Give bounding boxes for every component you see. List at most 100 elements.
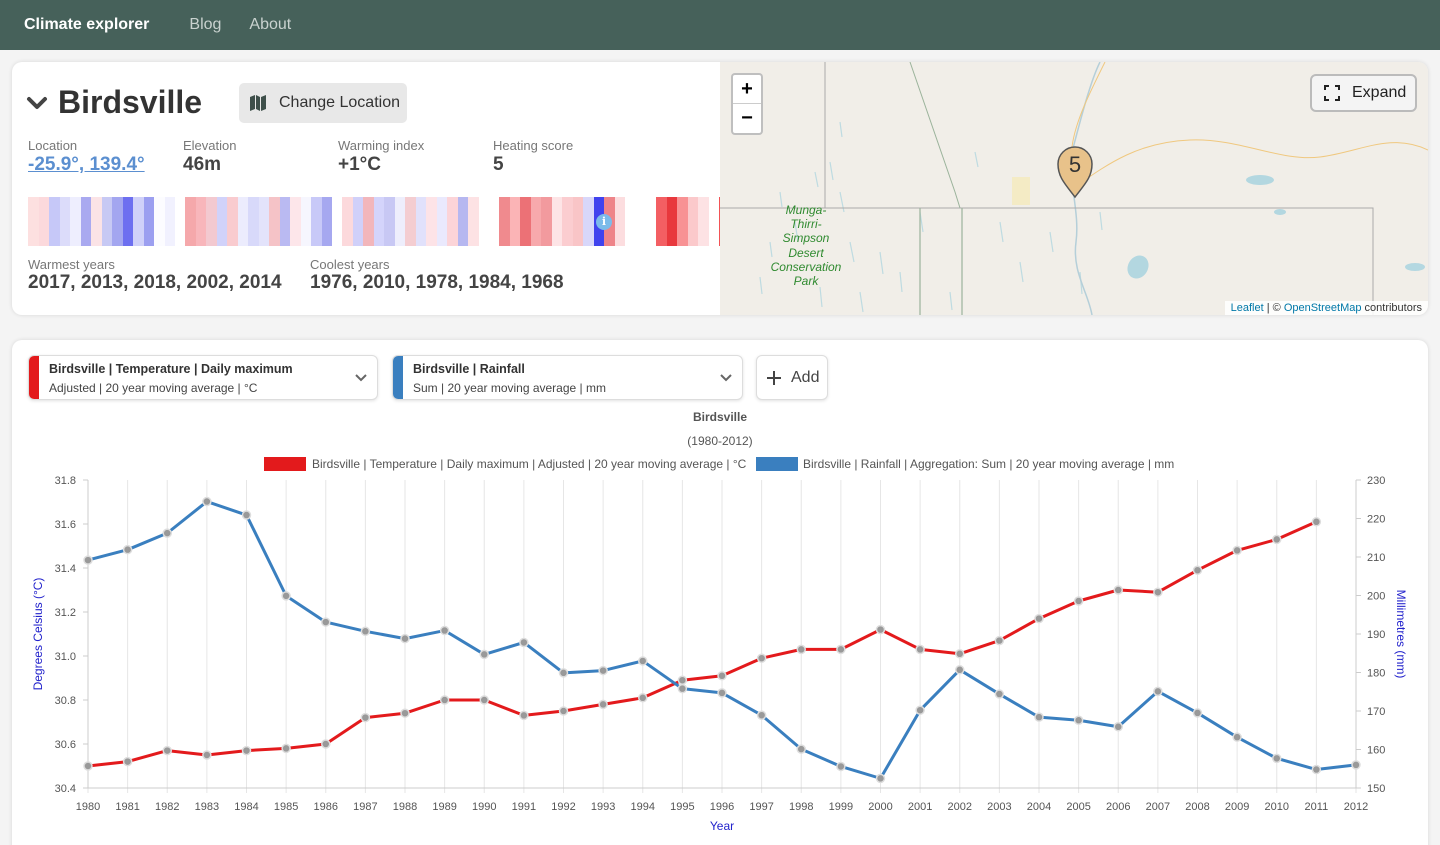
- stat-label: Location: [28, 138, 78, 153]
- data-point: [1073, 715, 1084, 725]
- warming-stripe: [520, 197, 531, 246]
- warming-stripe: [248, 197, 259, 246]
- brand-link[interactable]: Climate explorer: [24, 16, 150, 33]
- nav-link-blog[interactable]: Blog: [189, 16, 222, 33]
- y-tick-label-left: 30.8: [55, 695, 76, 707]
- x-tick-label: 1997: [749, 801, 773, 813]
- series-line: [87, 520, 1317, 768]
- change-location-button[interactable]: Change Location: [239, 83, 407, 123]
- expand-map-button[interactable]: Expand: [1310, 74, 1417, 112]
- warming-stripe: [185, 197, 196, 246]
- map-marker-label: 5: [1069, 152, 1081, 177]
- change-location-label: Change Location: [279, 94, 400, 111]
- data-point: [439, 695, 450, 705]
- nav-link-about[interactable]: About: [249, 16, 292, 33]
- map-park-label: Desert: [788, 246, 824, 260]
- series-selector-temperature[interactable]: Birdsville | Temperature | Daily maximum…: [28, 355, 378, 400]
- warming-stripe: [447, 197, 458, 246]
- y-axis-title-left: Degrees Celsius (°C): [31, 578, 45, 691]
- data-point: [638, 693, 648, 703]
- info-icon[interactable]: i: [596, 214, 612, 230]
- warming-stripe: [352, 197, 363, 246]
- warming-stripe: [59, 197, 70, 246]
- zoom-out-button[interactable]: −: [741, 107, 753, 129]
- map-zoom-control: + −: [731, 73, 763, 135]
- x-tick-label: 2004: [1027, 801, 1051, 813]
- x-tick-label: 2000: [868, 801, 892, 813]
- series-selector-title: Birdsville | Temperature | Daily maximum: [49, 362, 293, 376]
- map-park-label: Conservation: [771, 260, 842, 274]
- location-map[interactable]: 5 Munga- Thirri- Simpson Desert Conserva…: [720, 62, 1428, 315]
- legend-label: Birdsville | Temperature | Daily maximum…: [312, 457, 747, 471]
- x-tick-label: 1986: [314, 801, 338, 813]
- y-tick-label-left: 31.2: [55, 607, 76, 619]
- chevron-down-icon: [355, 374, 367, 382]
- y-tick-label-right: 190: [1367, 629, 1385, 641]
- series-selector-rainfall[interactable]: Birdsville | Rainfall Sum | 20 year movi…: [392, 355, 743, 400]
- data-point: [598, 699, 608, 710]
- x-tick-label: 2005: [1066, 801, 1090, 813]
- zoom-in-button[interactable]: +: [733, 75, 761, 104]
- map-icon: [250, 95, 266, 111]
- stat-value: 46m: [183, 154, 222, 175]
- location-title: Birdsville: [58, 84, 203, 120]
- data-point: [1192, 708, 1203, 718]
- x-axis-title: Year: [710, 819, 734, 833]
- stat-heating-score: Heating score 5: [493, 138, 573, 176]
- warmest-years: Warmest years 2017, 2013, 2018, 2002, 20…: [28, 257, 282, 294]
- data-point: [915, 705, 925, 715]
- warming-stripe: [269, 197, 280, 246]
- data-point: [400, 633, 410, 644]
- warming-stripe: [373, 197, 384, 246]
- warming-stripe: [258, 197, 269, 246]
- x-tick-label: 1988: [393, 801, 417, 813]
- data-point: [756, 653, 767, 663]
- warming-stripe: [38, 197, 49, 246]
- data-point: [875, 624, 886, 635]
- chevron-down-icon[interactable]: [26, 92, 48, 114]
- leaflet-link[interactable]: Leaflet: [1230, 302, 1264, 314]
- map-attribution: Leaflet | © OpenStreetMap contributors: [1224, 301, 1428, 315]
- data-point: [558, 706, 569, 716]
- osm-link[interactable]: OpenStreetMap: [1283, 302, 1362, 314]
- stat-value: +1°C: [338, 154, 381, 175]
- warming-stripe: [122, 197, 133, 246]
- warming-stripe: [91, 197, 102, 246]
- warming-stripe: [708, 197, 719, 246]
- x-tick-label: 1992: [551, 801, 575, 813]
- stat-elevation: Elevation 46m: [183, 138, 236, 176]
- top-navbar: Climate explorer Blog About: [0, 0, 1440, 50]
- data-point: [717, 688, 727, 698]
- warming-stripe: [311, 197, 322, 246]
- stat-label: Warming index: [338, 138, 425, 153]
- x-tick-label: 1999: [829, 801, 853, 813]
- data-point: [638, 656, 648, 666]
- x-tick-label: 2008: [1185, 801, 1209, 813]
- warming-stripe: [342, 197, 353, 246]
- warming-stripe: [290, 197, 301, 246]
- y-tick-label-right: 230: [1367, 475, 1385, 487]
- x-tick-label: 2009: [1225, 801, 1249, 813]
- add-series-button[interactable]: Add: [756, 355, 828, 400]
- y-tick-label-right: 170: [1367, 706, 1385, 718]
- x-tick-label: 1991: [512, 801, 536, 813]
- data-point: [400, 708, 410, 718]
- data-point: [955, 649, 965, 659]
- map-park-label: Park: [794, 274, 820, 288]
- data-point: [122, 544, 133, 555]
- x-tick-label: 2011: [1305, 801, 1329, 813]
- warming-stripes: [28, 197, 803, 246]
- data-point: [677, 675, 688, 685]
- legend-swatch: [264, 457, 306, 471]
- data-point: [202, 750, 212, 760]
- map-park-label: Munga-: [786, 203, 827, 217]
- x-tick-label: 1995: [670, 801, 694, 813]
- x-tick-label: 1996: [710, 801, 734, 813]
- data-point: [281, 591, 291, 601]
- coolest-years-value: 1976, 2010, 1978, 1984, 1968: [310, 272, 564, 293]
- data-point: [1192, 565, 1203, 575]
- x-tick-label: 1985: [274, 801, 298, 813]
- coordinates-link[interactable]: -25.9°, 139.4°: [28, 154, 145, 175]
- warming-stripe: [227, 197, 238, 246]
